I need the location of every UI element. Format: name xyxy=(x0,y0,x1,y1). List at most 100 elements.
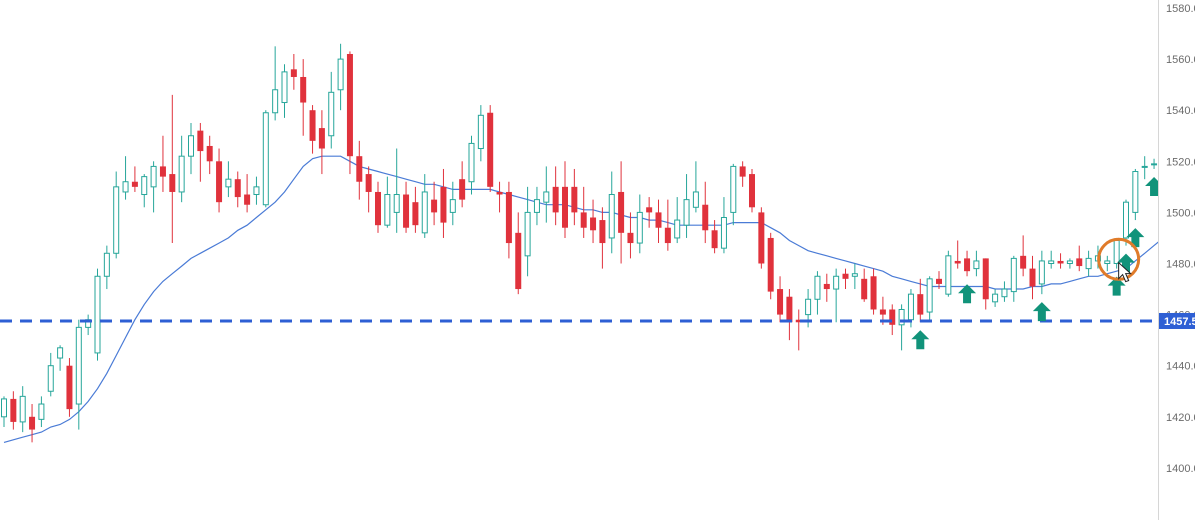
candle-body xyxy=(646,207,653,213)
y-tick-label: 1420.0 xyxy=(1166,412,1195,424)
candle-body xyxy=(57,347,64,359)
candle xyxy=(702,181,709,244)
candle-body xyxy=(431,199,438,213)
candle-body xyxy=(375,191,381,226)
candle xyxy=(608,171,615,254)
candle xyxy=(29,404,36,443)
candle-body xyxy=(262,112,269,206)
y-tick-label: 1520.0 xyxy=(1166,156,1195,168)
signal-arrow-up-icon xyxy=(958,284,977,304)
candle xyxy=(795,309,802,351)
candle xyxy=(468,135,475,195)
candle-body xyxy=(1104,260,1111,265)
candle xyxy=(365,166,372,213)
candle-body xyxy=(244,194,251,205)
candle-body xyxy=(861,278,868,300)
signal-arrow-up-icon xyxy=(1107,276,1126,296)
candle-body xyxy=(683,199,690,226)
candle xyxy=(580,186,587,238)
candle-body xyxy=(1123,201,1129,239)
candle-body xyxy=(94,275,101,354)
candle-body xyxy=(225,178,232,188)
candle xyxy=(440,168,447,238)
candle xyxy=(85,314,92,336)
candle xyxy=(356,140,363,200)
y-tick-label: 1500.0 xyxy=(1166,207,1195,219)
candle xyxy=(1151,158,1158,169)
candle-body xyxy=(515,232,522,290)
candle xyxy=(954,240,961,269)
candle xyxy=(309,105,316,154)
candle-body xyxy=(384,194,391,226)
candle xyxy=(66,358,73,417)
price-tag-label: 1457.5 xyxy=(1164,316,1195,328)
candle-body xyxy=(599,220,606,244)
candle xyxy=(290,53,297,90)
candle xyxy=(1066,258,1073,269)
candle xyxy=(216,148,223,213)
candle-body xyxy=(131,181,138,187)
candle xyxy=(318,110,325,175)
candle xyxy=(393,148,400,233)
candle-body xyxy=(38,403,45,420)
candle xyxy=(47,352,54,397)
candle xyxy=(664,199,671,251)
candle xyxy=(262,110,269,208)
candle-body xyxy=(739,166,746,177)
candle-body xyxy=(982,258,989,300)
candle-body xyxy=(178,155,185,193)
candle xyxy=(188,122,194,175)
candle xyxy=(449,181,456,226)
y-tick-label: 1580.0 xyxy=(1166,3,1195,15)
candle xyxy=(384,176,391,228)
candle-body xyxy=(608,194,615,239)
candle-body xyxy=(300,76,307,103)
candle xyxy=(533,186,540,226)
candle xyxy=(169,94,176,244)
candle xyxy=(833,268,840,323)
candle xyxy=(627,212,634,259)
candle-body xyxy=(926,278,933,313)
candle-body xyxy=(533,199,540,213)
candle-body xyxy=(122,181,129,193)
candle-body xyxy=(19,395,26,423)
candle xyxy=(253,176,260,205)
candle xyxy=(178,135,185,203)
moving-average-layer xyxy=(3,155,1195,443)
candle xyxy=(150,161,157,213)
candle xyxy=(786,289,793,341)
candle-body xyxy=(543,191,550,203)
candle xyxy=(749,168,755,213)
candle xyxy=(131,166,138,192)
candle xyxy=(823,273,830,302)
candle xyxy=(590,199,597,244)
candle-body xyxy=(1113,240,1120,265)
candle-body xyxy=(730,165,737,213)
candle-body xyxy=(552,186,559,213)
candle-body xyxy=(898,308,905,326)
candle xyxy=(889,304,896,336)
candle xyxy=(57,345,64,371)
candle-body xyxy=(103,252,110,277)
candle-body xyxy=(749,174,755,208)
candle-body xyxy=(945,255,952,295)
candle xyxy=(917,278,924,323)
candle-body xyxy=(234,179,241,198)
candle xyxy=(814,271,821,315)
candle xyxy=(94,268,101,361)
signal-arrow-up-icon xyxy=(1126,228,1145,248)
candle-body xyxy=(936,278,942,284)
candle xyxy=(403,181,410,233)
candle xyxy=(571,168,578,226)
price-axis[interactable]: 1400.01420.01440.01460.01480.01500.01520… xyxy=(1158,0,1195,520)
candle-body xyxy=(1001,288,1008,298)
candle xyxy=(767,232,774,300)
candle-body xyxy=(403,194,410,228)
candle xyxy=(272,46,279,121)
candle xyxy=(1038,250,1045,295)
candle xyxy=(842,268,849,290)
candle-body xyxy=(197,130,204,152)
candle-body xyxy=(318,128,325,149)
